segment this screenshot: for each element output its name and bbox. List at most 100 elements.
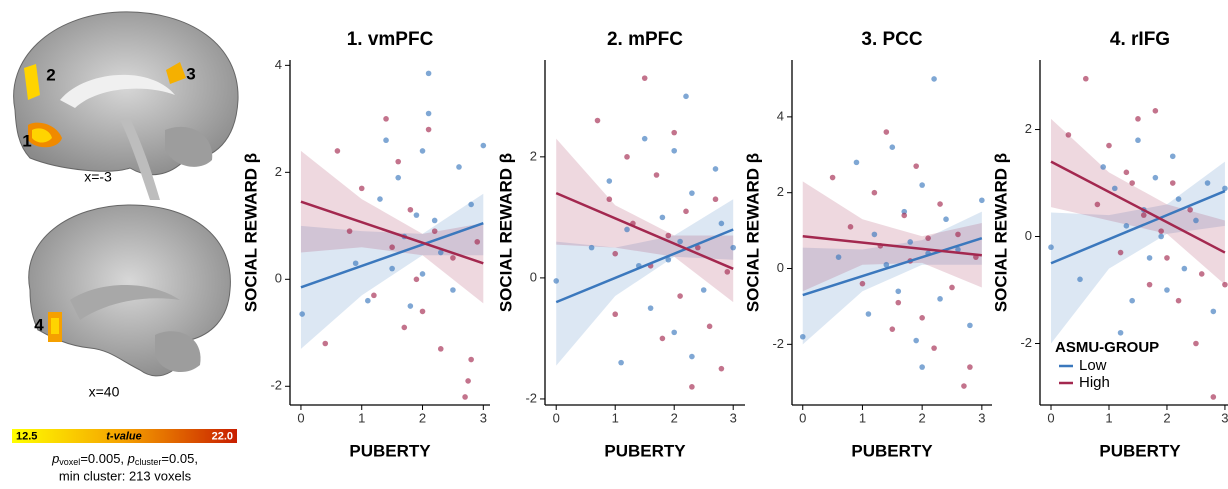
data-point [671, 129, 678, 136]
x-tick-label: 1 [612, 410, 619, 425]
panel: 1. vmPFC PUBERTY SOCIAL REWARD β -2 0 2 4 0 1 2 3 [241, 29, 490, 460]
x-tick-label: 2 [671, 410, 678, 425]
x-tick-label: 1 [859, 410, 866, 425]
data-point [1135, 116, 1141, 122]
data-point [371, 292, 377, 299]
confidence-band [556, 199, 734, 366]
x-tick-label: 0 [297, 410, 304, 425]
x-axis-label: PUBERTY [349, 441, 431, 460]
y-tick-label: -2 [270, 378, 282, 393]
data-point [618, 359, 624, 366]
data-point [943, 216, 949, 223]
data-point [1169, 180, 1176, 186]
data-point [1164, 287, 1170, 293]
data-point [588, 244, 595, 251]
data-point [1152, 108, 1159, 114]
y-tick-label: 4 [275, 57, 282, 72]
data-point [352, 260, 359, 267]
x-tick-label: 2 [1163, 410, 1170, 425]
data-point [450, 287, 456, 293]
data-point [895, 299, 902, 306]
data-point [1198, 271, 1205, 277]
data-point [1158, 228, 1164, 234]
data-point [1222, 185, 1228, 192]
data-point [1158, 233, 1164, 240]
y-axis-label: SOCIAL REWARD β [496, 153, 515, 312]
y-axis-label: SOCIAL REWARD β [991, 153, 1010, 312]
region-label: 2 [46, 65, 55, 84]
y-tick-label: 2 [1025, 121, 1032, 136]
chart-title: 3. PCC [861, 29, 923, 50]
data-point [1082, 75, 1089, 82]
data-point [1181, 265, 1188, 272]
data-point [606, 178, 613, 184]
x-tick-label: 3 [978, 410, 985, 425]
data-point [437, 249, 444, 256]
data-point [883, 129, 890, 135]
brain-top [13, 11, 239, 200]
data-point [913, 163, 919, 169]
panel: 3. PCC PUBERTY SOCIAL REWARD β -2 0 2 4 0 1 2 3 [743, 29, 992, 460]
data-point [612, 311, 619, 318]
y-tick-label: 2 [275, 164, 282, 179]
y-axis-label: SOCIAL REWARD β [743, 153, 762, 312]
data-point [1146, 255, 1153, 261]
slice-label: x=40 [89, 384, 120, 400]
fit-line [300, 200, 484, 265]
chart-title: 4. rIFG [1110, 29, 1170, 50]
caption-sub: voxel [59, 457, 80, 467]
data-point [419, 148, 426, 154]
brain-bottom [28, 204, 231, 377]
data-point [677, 293, 683, 299]
y-tick-label: 0 [530, 269, 537, 284]
data-point [553, 278, 560, 284]
data-point [659, 335, 666, 342]
x-tick-label: 3 [480, 410, 487, 425]
data-point [1094, 201, 1101, 208]
data-point [847, 224, 854, 230]
data-point [365, 297, 371, 304]
data-point [425, 70, 432, 77]
fit-line [300, 221, 484, 289]
data-point [835, 254, 842, 260]
confidence-band [556, 138, 734, 303]
data-point [1048, 244, 1054, 251]
fit-line [802, 235, 982, 257]
data-point [413, 276, 420, 283]
data-point [647, 305, 654, 311]
x-tick-label: 1 [1105, 410, 1112, 425]
data-point [919, 315, 925, 321]
data-point [419, 271, 426, 277]
data-point [468, 356, 474, 363]
data-point [712, 166, 719, 172]
data-point [889, 144, 896, 150]
data-point [1175, 297, 1182, 304]
data-point [1210, 308, 1217, 315]
colorbar-title: t-value [106, 430, 141, 442]
data-point [358, 185, 365, 192]
data-point [718, 220, 725, 227]
y-axis-label: SOCIAL REWARD β [241, 153, 260, 312]
data-point [653, 172, 660, 178]
x-tick-label: 0 [799, 410, 806, 425]
data-point [431, 217, 438, 224]
data-point [1117, 249, 1124, 256]
data-point [1123, 169, 1130, 176]
data-point [677, 238, 683, 245]
data-point [456, 164, 462, 170]
x-tick-label: 0 [1047, 410, 1054, 425]
y-tick-label: -2 [772, 336, 784, 351]
data-point [689, 190, 695, 196]
data-point [1175, 196, 1182, 202]
data-point [407, 303, 414, 309]
data-point [925, 235, 931, 241]
colorbar-max: 22.0 [212, 430, 233, 442]
fit-line [1050, 160, 1226, 254]
data-point [1146, 281, 1153, 288]
brain-labels: 1 2 3 4 [22, 64, 195, 334]
data-point [1164, 255, 1170, 261]
data-point [799, 333, 806, 340]
panel: 2. mPFC PUBERTY SOCIAL REWARD β -2 0 2 0 1 2 3 [496, 29, 745, 460]
data-point [895, 288, 902, 295]
